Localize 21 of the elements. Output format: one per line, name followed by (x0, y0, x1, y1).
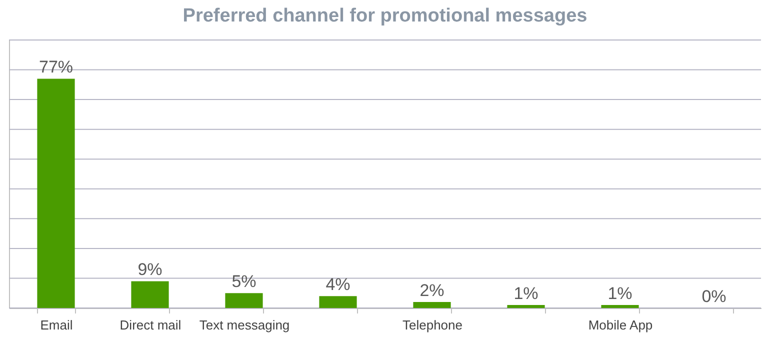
x-tick-label: Telephone (402, 318, 462, 332)
bar (507, 305, 545, 308)
data-label: 5% (232, 272, 256, 292)
bar (319, 296, 357, 308)
data-label: 4% (326, 275, 350, 294)
bar (601, 305, 639, 308)
data-label: 77% (38, 58, 74, 77)
data-label: 0% (702, 287, 726, 306)
data-label: 2% (420, 281, 444, 300)
data-label: 9% (138, 260, 162, 280)
bar (37, 78, 75, 308)
x-tick-label: Mobile App (588, 318, 653, 332)
x-tick-label: Direct mail (120, 318, 182, 332)
data-label: 1% (514, 284, 538, 304)
chart-title: Preferred channel for promotional messages (182, 6, 588, 26)
bar (131, 281, 169, 308)
bar (225, 293, 263, 308)
x-tick-label: Email (40, 318, 73, 332)
bar (413, 302, 451, 308)
x-tick-label: Text messaging (199, 318, 290, 332)
data-label: 1% (608, 284, 632, 304)
